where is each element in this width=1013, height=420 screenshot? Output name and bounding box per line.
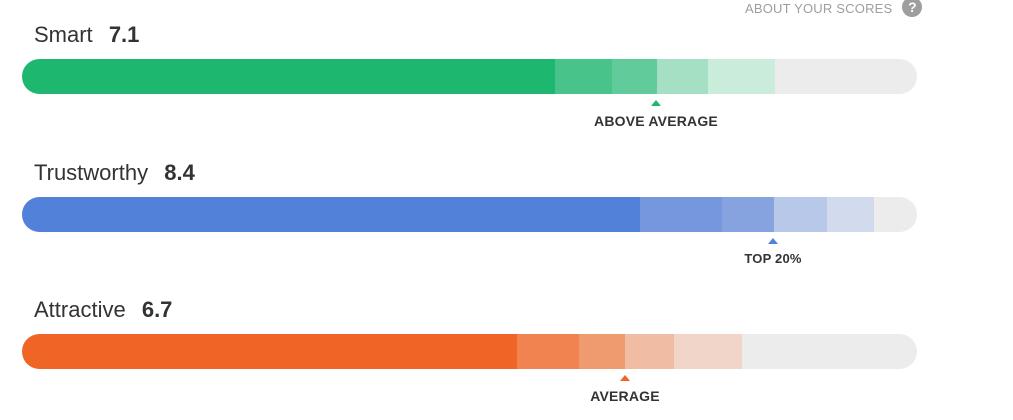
score-marker-smart [651, 100, 661, 106]
score-label-smart: Smart [34, 22, 93, 47]
score-marker-label-attractive: AVERAGE [590, 388, 660, 404]
score-bar-segment [722, 197, 774, 232]
score-label-attractive: Attractive [34, 297, 126, 322]
score-value-smart: 7.1 [108, 22, 140, 47]
score-value-trustworthy: 8.4 [164, 160, 195, 185]
score-marker-trustworthy [768, 238, 778, 244]
score-bar-trustworthy [22, 197, 917, 232]
score-heading-smart: Smart 7.1 [34, 22, 139, 48]
score-bar-segment [22, 59, 555, 94]
score-bar-segment [612, 59, 657, 94]
score-heading-attractive: Attractive 6.7 [34, 297, 172, 323]
score-bar-segment [22, 197, 640, 232]
score-bar-segment [625, 334, 674, 369]
score-bar-segment [657, 59, 708, 94]
about-your-scores-label: ABOUT YOUR SCORES [745, 0, 893, 16]
score-label-trustworthy: Trustworthy [34, 160, 149, 185]
score-marker-label-smart: ABOVE AVERAGE [594, 113, 718, 129]
score-bar-attractive [22, 334, 917, 369]
score-bar-segment [674, 334, 742, 369]
about-your-scores-link[interactable]: ABOUT YOUR SCORES ? [745, 0, 923, 17]
score-bar-segment [555, 59, 612, 94]
score-bar-segment [708, 59, 775, 94]
score-bar-segment [579, 334, 625, 369]
score-marker-label-trustworthy: TOP 20% [744, 251, 802, 266]
score-value-attractive: 6.7 [141, 297, 173, 322]
score-bar-smart [22, 59, 917, 94]
score-bar-segment [774, 197, 827, 232]
score-bar-segment [22, 334, 517, 369]
score-bar-segment [640, 197, 722, 232]
score-bar-segment [827, 197, 874, 232]
score-heading-trustworthy: Trustworthy 8.4 [34, 160, 195, 186]
question-circle-icon[interactable]: ? [902, 0, 923, 17]
score-marker-attractive [620, 375, 630, 381]
score-bar-segment [517, 334, 579, 369]
